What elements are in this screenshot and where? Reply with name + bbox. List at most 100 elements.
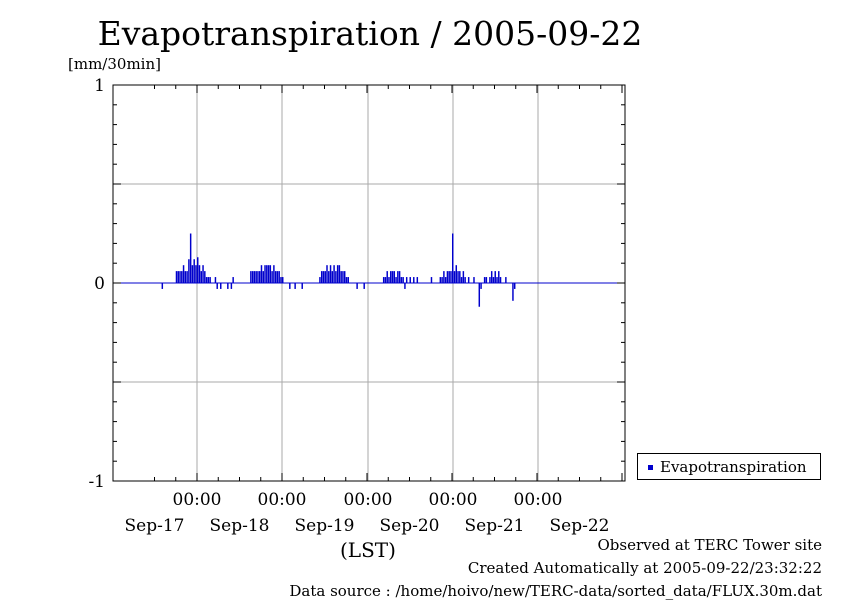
bar bbox=[439, 277, 442, 283]
bar bbox=[177, 271, 179, 283]
bar bbox=[191, 265, 194, 283]
bar bbox=[448, 271, 450, 283]
bar bbox=[452, 233, 454, 283]
bar bbox=[202, 265, 204, 283]
bar bbox=[175, 271, 178, 283]
bar bbox=[343, 271, 346, 283]
bar bbox=[294, 283, 296, 289]
bar bbox=[273, 265, 275, 283]
bar bbox=[340, 271, 342, 283]
x-time-label: 00:00 bbox=[258, 490, 307, 510]
bar bbox=[255, 271, 257, 283]
bar bbox=[453, 271, 456, 283]
x-date-label: Sep-19 bbox=[295, 516, 355, 536]
x-time-label: 00:00 bbox=[514, 490, 563, 510]
bar bbox=[363, 283, 365, 289]
bar bbox=[455, 265, 458, 283]
x-time-label: 00:00 bbox=[173, 490, 222, 510]
bar bbox=[331, 271, 334, 283]
bar bbox=[446, 271, 449, 283]
bar bbox=[230, 283, 233, 289]
bar bbox=[271, 271, 273, 283]
legend-swatch bbox=[648, 465, 653, 470]
x-date-label: Sep-20 bbox=[380, 516, 440, 536]
bar bbox=[207, 277, 210, 283]
bar bbox=[398, 271, 401, 283]
bar bbox=[333, 265, 335, 283]
bar bbox=[193, 259, 195, 283]
bar bbox=[356, 283, 358, 289]
bar bbox=[462, 271, 465, 283]
bar bbox=[483, 277, 486, 283]
bar bbox=[489, 277, 491, 283]
bar bbox=[395, 277, 397, 283]
bar bbox=[220, 283, 222, 289]
bar bbox=[494, 271, 496, 283]
y-tick-label: 1 bbox=[94, 76, 105, 96]
bar bbox=[214, 277, 217, 283]
bar bbox=[319, 277, 321, 283]
bar bbox=[413, 277, 415, 283]
bar bbox=[184, 271, 187, 283]
axis-tick-labels: 1 0 -1 00:00 00:00 00:00 00:00 00:00 Sep-17 Sep-1… bbox=[88, 76, 609, 536]
chart-title: Evapotranspiration / 2005-09-22 bbox=[97, 14, 643, 53]
bar bbox=[490, 271, 493, 283]
bar bbox=[260, 265, 263, 283]
bar bbox=[320, 271, 323, 283]
bar bbox=[496, 277, 498, 283]
bar bbox=[467, 277, 470, 283]
bar bbox=[274, 271, 277, 283]
y-tick-label: 0 bbox=[94, 274, 105, 294]
bar bbox=[512, 283, 514, 301]
bar bbox=[480, 283, 482, 289]
bar bbox=[402, 277, 404, 283]
bar bbox=[198, 265, 201, 283]
bar bbox=[336, 265, 339, 283]
bar bbox=[347, 277, 349, 283]
bar bbox=[278, 271, 280, 283]
bar bbox=[264, 265, 266, 283]
bar bbox=[464, 277, 466, 283]
bar bbox=[232, 277, 234, 283]
bar bbox=[257, 271, 259, 283]
bar-series bbox=[161, 233, 516, 307]
footer-source: Data source : /home/hoivo/new/TERC-data/… bbox=[289, 582, 822, 600]
bar bbox=[409, 277, 411, 283]
bar bbox=[276, 271, 279, 283]
bar bbox=[473, 277, 475, 283]
footer-created: Created Automatically at 2005-09-22/23:3… bbox=[467, 559, 822, 577]
bar bbox=[227, 283, 229, 289]
bar bbox=[205, 277, 208, 283]
bar bbox=[266, 265, 268, 283]
x-date-label: Sep-22 bbox=[550, 516, 610, 536]
bar bbox=[345, 277, 348, 283]
bar bbox=[322, 271, 325, 283]
footer-observed: Observed at TERC Tower site bbox=[597, 536, 822, 554]
bar bbox=[267, 265, 270, 283]
bar bbox=[430, 277, 433, 283]
bar bbox=[400, 277, 403, 283]
x-axis-label: (LST) bbox=[340, 538, 396, 562]
legend-label: Evapotranspiration bbox=[660, 458, 807, 476]
bar bbox=[404, 283, 406, 289]
bar bbox=[200, 271, 203, 283]
bar bbox=[269, 265, 272, 283]
bar bbox=[251, 271, 254, 283]
y-tick-label: -1 bbox=[88, 472, 105, 492]
bar bbox=[182, 265, 185, 283]
bar bbox=[326, 265, 328, 283]
bar bbox=[485, 277, 488, 283]
bar bbox=[181, 271, 183, 283]
bar bbox=[391, 271, 394, 283]
x-date-label: Sep-21 bbox=[465, 516, 525, 536]
bar bbox=[342, 271, 344, 283]
bar bbox=[250, 271, 252, 283]
bar bbox=[328, 271, 330, 283]
bar bbox=[478, 283, 481, 307]
bar bbox=[382, 277, 385, 283]
bar bbox=[189, 233, 192, 283]
bar bbox=[280, 277, 282, 283]
bar bbox=[384, 277, 387, 283]
bar bbox=[386, 271, 388, 283]
